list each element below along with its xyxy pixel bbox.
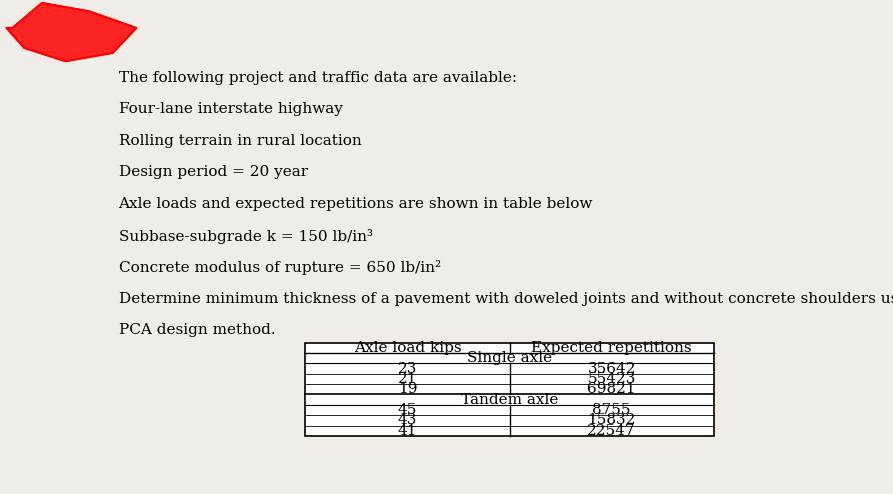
Text: Four-lane interstate highway: Four-lane interstate highway (119, 102, 342, 116)
Text: 21: 21 (397, 372, 417, 386)
Text: 41: 41 (397, 424, 417, 438)
Text: 8755: 8755 (592, 403, 630, 417)
Text: 22547: 22547 (588, 424, 636, 438)
Text: The following project and traffic data are available:: The following project and traffic data a… (119, 71, 517, 84)
Text: 69821: 69821 (588, 382, 636, 396)
Text: Axle load kips: Axle load kips (354, 341, 462, 355)
Text: 45: 45 (397, 403, 417, 417)
Text: Concrete modulus of rupture = 650 lb/in²: Concrete modulus of rupture = 650 lb/in² (119, 260, 440, 275)
Text: 35642: 35642 (588, 362, 636, 375)
Text: Axle loads and expected repetitions are shown in table below: Axle loads and expected repetitions are … (119, 197, 593, 211)
Text: PCA design method.: PCA design method. (119, 323, 275, 337)
Text: Tandem axle: Tandem axle (461, 393, 558, 407)
Text: 43: 43 (397, 413, 417, 427)
Text: Design period = 20 year: Design period = 20 year (119, 165, 308, 179)
Text: Single axle: Single axle (467, 351, 552, 365)
Text: 23: 23 (397, 362, 417, 375)
Text: Subbase-subgrade k = 150 lb/in³: Subbase-subgrade k = 150 lb/in³ (119, 229, 372, 244)
Text: 19: 19 (397, 382, 417, 396)
Text: Determine minimum thickness of a pavement with doweled joints and without concre: Determine minimum thickness of a pavemen… (119, 291, 893, 306)
Text: 55423: 55423 (588, 372, 636, 386)
Text: 15832: 15832 (588, 413, 636, 427)
Polygon shape (6, 3, 137, 61)
Text: Rolling terrain in rural location: Rolling terrain in rural location (119, 134, 362, 148)
Text: Expected repetitions: Expected repetitions (531, 341, 692, 355)
